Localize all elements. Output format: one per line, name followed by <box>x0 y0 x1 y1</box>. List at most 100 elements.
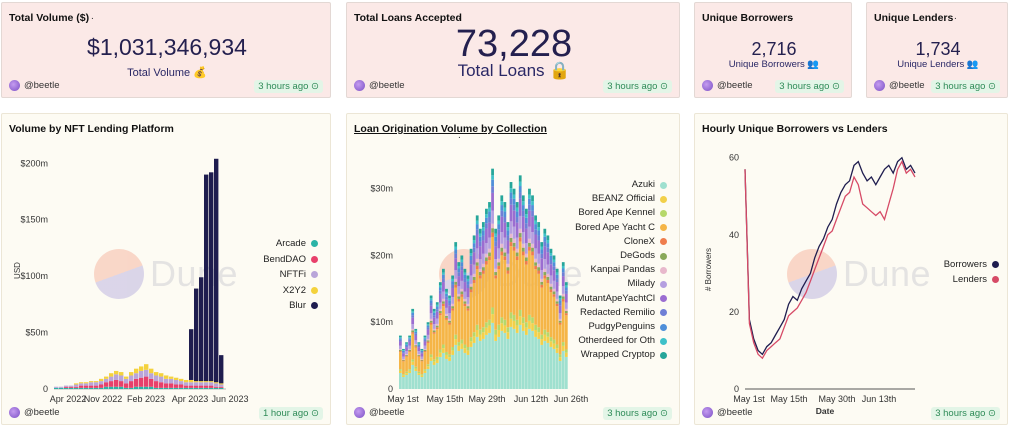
bar-segment <box>546 336 550 343</box>
bar-segment <box>561 350 565 389</box>
bar-segment <box>408 351 411 353</box>
bar-segment <box>509 221 513 234</box>
bar-segment <box>497 224 501 230</box>
bar-segment <box>144 376 149 387</box>
legend-label: Milady <box>627 278 655 290</box>
legend-item[interactable]: NFTFi <box>228 267 318 283</box>
bar-segment <box>469 346 473 389</box>
bar-segment <box>506 222 510 228</box>
updated-badge[interactable]: 3 hours ago ⊙ <box>931 80 1000 93</box>
legend-item[interactable]: Bored Ape Yacht C <box>562 221 667 235</box>
bar-segment <box>518 309 522 317</box>
bar-segment <box>500 251 504 256</box>
bar-segment <box>472 273 476 277</box>
bar-segment <box>457 286 461 294</box>
bar-segment <box>457 265 461 269</box>
bar-segment <box>475 265 479 270</box>
legend-item[interactable]: Milady <box>562 277 667 291</box>
y-tick-label: $30m <box>370 184 393 194</box>
author[interactable]: @beetle <box>874 80 925 91</box>
bar-segment <box>414 330 418 332</box>
bar-segment <box>463 301 467 304</box>
author[interactable]: @beetle <box>9 407 60 418</box>
legend-item[interactable]: Kanpai Pandas <box>562 263 667 277</box>
bar-segment <box>402 374 405 376</box>
updated-badge[interactable]: 3 hours ago ⊙ <box>254 80 323 93</box>
legend-item[interactable]: Bored Ape Kennel <box>562 206 667 220</box>
bar-segment <box>454 278 458 282</box>
legend-item[interactable]: BendDAO <box>228 252 318 268</box>
author[interactable]: @beetle <box>702 80 753 91</box>
legend-item[interactable]: Azuki <box>562 178 667 192</box>
author[interactable]: @beetle <box>9 80 60 91</box>
bar-segment <box>104 386 109 389</box>
bar-segment <box>531 201 534 206</box>
updated-badge[interactable]: 3 hours ago ⊙ <box>931 407 1000 420</box>
legend-item[interactable]: DeGods <box>562 249 667 263</box>
legend-item[interactable]: MutantApeYachtCl <box>562 292 667 306</box>
bar-segment <box>521 232 525 244</box>
bar-segment <box>429 354 433 358</box>
bar-segment <box>564 285 568 288</box>
legend-item[interactable]: Otherdeed for Oth <box>562 334 667 348</box>
bar-segment <box>423 369 427 371</box>
x-tick-label: Nov 2022 <box>84 394 123 404</box>
bar-segment <box>423 341 427 346</box>
kpi-total-loans-card: Total Loans Accepted . 73,228 Total Loan… <box>346 2 680 98</box>
bar-segment <box>528 246 531 251</box>
bar-segment <box>99 384 104 388</box>
bar-segment <box>512 250 516 315</box>
author[interactable]: @beetle <box>702 407 753 418</box>
bar-segment <box>164 375 169 379</box>
legend-item[interactable]: Blur <box>228 298 318 314</box>
bar-segment <box>552 259 556 263</box>
legend-item[interactable]: BEANZ Official <box>562 192 667 206</box>
legend-label: Bored Ape Kennel <box>578 207 655 219</box>
bar-segment <box>543 275 547 279</box>
bar-segment <box>512 188 516 195</box>
bar-segment <box>214 158 219 383</box>
bar-segment <box>540 246 544 250</box>
legend-item[interactable]: Wrapped Cryptop <box>562 348 667 362</box>
kpi-total-volume-card: Total Volume ($) . $1,031,346,934 Total … <box>1 2 331 98</box>
bar-segment <box>531 216 534 233</box>
author[interactable]: @beetle <box>354 80 405 91</box>
bar-segment <box>405 344 408 347</box>
bar-segment <box>564 287 568 291</box>
bar-segment <box>546 332 550 337</box>
bar-segment <box>451 278 455 282</box>
bar-segment <box>454 334 458 340</box>
updated-badge[interactable]: 3 hours ago ⊙ <box>603 80 672 93</box>
legend-label: DeGods <box>620 250 655 262</box>
updated-badge[interactable]: 3 hours ago ⊙ <box>603 407 672 420</box>
bar-segment <box>448 295 451 299</box>
bar-segment <box>442 291 445 299</box>
legend-item[interactable]: X2Y2 <box>228 283 318 299</box>
bar-segment <box>503 260 507 320</box>
bar-segment <box>549 346 553 389</box>
bar-segment <box>469 264 473 276</box>
legend-item[interactable]: PudgyPenguins <box>562 320 667 334</box>
updated-badge[interactable]: 1 hour ago ⊙ <box>258 407 323 420</box>
author[interactable]: @beetle <box>354 407 405 418</box>
bar-segment <box>512 328 516 389</box>
legend-item[interactable]: Arcade <box>228 236 318 252</box>
bar-segment <box>543 272 547 276</box>
bar-segment <box>478 259 482 269</box>
legend-item[interactable]: Lenders <box>939 272 999 287</box>
bar-segment <box>460 270 464 281</box>
bar-segment <box>466 310 470 348</box>
bar-segment <box>478 268 482 273</box>
legend-item[interactable]: CloneX <box>562 235 667 249</box>
bar-segment <box>420 356 424 359</box>
bar-segment <box>399 345 402 349</box>
bar-segment <box>540 344 544 389</box>
legend-item[interactable]: Borrowers <box>939 257 999 272</box>
bar-segment <box>509 326 513 389</box>
bar-segment <box>129 381 134 388</box>
legend-item[interactable]: Redacted Remilio <box>562 306 667 320</box>
updated-badge[interactable]: 3 hours ago ⊙ <box>775 80 844 93</box>
bar-segment <box>503 202 507 208</box>
bar-segment <box>420 360 424 362</box>
bar-segment <box>528 320 531 329</box>
